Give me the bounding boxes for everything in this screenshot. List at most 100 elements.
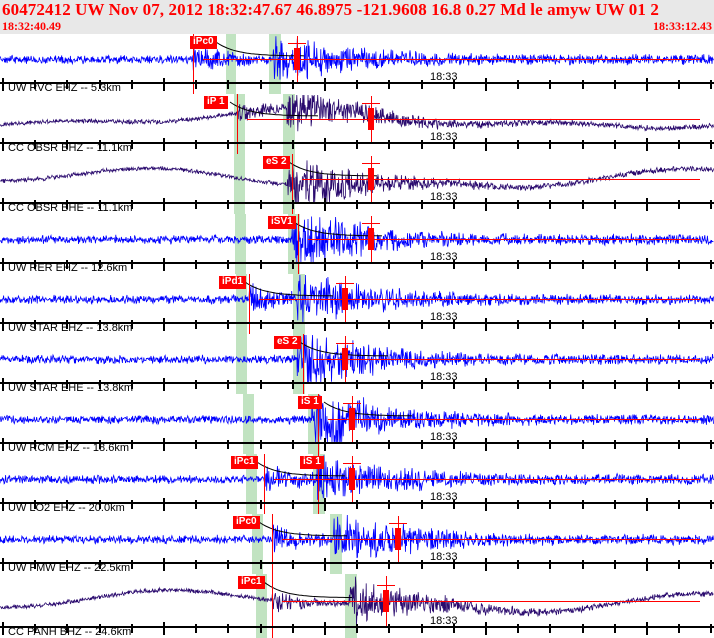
pick-label[interactable]: iSV1 <box>268 216 296 229</box>
axis-tick-minor <box>34 200 37 209</box>
amplitude-marker-baseline <box>333 358 371 360</box>
pick-marker-line[interactable] <box>303 334 304 394</box>
axis-tick-minor <box>581 380 584 389</box>
axis-tick-minor <box>678 440 681 449</box>
pick-label[interactable]: eS 2 <box>263 156 290 169</box>
axis-tick-minor <box>98 500 101 509</box>
axis-tick-major <box>646 258 648 271</box>
trace-panel[interactable]: iP 1 18:33 CC OBSR BHZ -- 11.1km <box>0 94 714 154</box>
axis-tick-minor <box>66 260 69 269</box>
axis-tick-minor <box>613 624 616 633</box>
axis-tick-minor <box>98 380 101 389</box>
pick-label[interactable]: iPc0 <box>233 516 260 529</box>
axis-tick-minor <box>517 320 520 329</box>
trace-panel[interactable]: iPc0 18:33 UW RVC EHZ -- 5.3km <box>0 34 714 94</box>
axis-tick-minor <box>66 440 69 449</box>
axis-tick-minor <box>710 380 713 389</box>
axis-tick-minor <box>710 200 713 209</box>
pick-marker-line[interactable] <box>292 154 293 214</box>
amplitude-marker-baseline <box>386 538 424 540</box>
pick-label[interactable]: iPc0 <box>190 36 217 49</box>
pick-label[interactable]: iPc1 <box>231 456 258 469</box>
coda-decay-curve <box>215 41 305 57</box>
axis-tick-minor <box>34 320 37 329</box>
pick-marker-line[interactable] <box>264 454 265 514</box>
axis-tick-minor <box>613 560 616 569</box>
axis-tick-minor <box>388 80 391 89</box>
trace-panel[interactable]: eS 2 18:33 CC OBSR BHE -- 11.1km <box>0 154 714 214</box>
axis-tick-minor <box>452 624 455 633</box>
axis-tick-minor <box>549 140 552 149</box>
arrival-window-band <box>252 514 263 574</box>
channel-label: UW LO2 EHZ -- 20.0km <box>8 502 125 514</box>
axis-tick-minor <box>195 140 198 149</box>
axis-tick-major <box>324 438 326 451</box>
trace-panel[interactable]: iPc0 18:33 UW FMW EHZ -- 22.5km <box>0 514 714 574</box>
axis-tick-minor <box>549 260 552 269</box>
channel-label: CC OBSR BHZ -- 11.1km <box>8 142 132 154</box>
pick-marker-line[interactable] <box>318 454 319 514</box>
axis-time-label: 18:33 <box>430 71 458 83</box>
pick-label[interactable]: iS 1 <box>300 456 324 469</box>
axis-tick-minor <box>34 560 37 569</box>
trace-list: iPc0 18:33 UW RVC EHZ -- 5.3km iP 1 18:33 CC … <box>0 34 714 638</box>
channel-label: CC PANH BHZ -- 24.6km <box>8 626 132 638</box>
pick-marker-line[interactable] <box>318 394 319 454</box>
axis-tick-major <box>2 622 4 635</box>
pick-marker-line[interactable] <box>249 274 250 334</box>
pick-marker-line[interactable] <box>193 34 194 94</box>
pick-label[interactable]: eS 2 <box>274 336 301 349</box>
axis-tick-minor <box>34 440 37 449</box>
arrival-window-band <box>256 574 267 638</box>
axis-tick-minor <box>195 440 198 449</box>
trace-panel[interactable]: eS 2 18:33 UW STAR EHE -- 13.8km <box>0 334 714 394</box>
axis-tick-minor <box>388 320 391 329</box>
event-header-title: 60472412 UW Nov 07, 2012 18:32:47.67 46.… <box>2 0 659 19</box>
pick-label[interactable]: iPd1 <box>219 276 247 289</box>
axis-tick-minor <box>678 200 681 209</box>
arrival-window-band <box>234 154 245 214</box>
pick-label[interactable]: iP 1 <box>204 96 228 109</box>
axis-tick-minor <box>613 320 616 329</box>
pick-marker-line[interactable] <box>298 214 299 274</box>
axis-tick-major <box>646 622 648 635</box>
axis-tick-minor <box>710 260 713 269</box>
trace-panel[interactable]: iSV1 18:33 UW RER EHZ -- 12.6km <box>0 214 714 274</box>
amplitude-marker-tick <box>336 282 354 284</box>
axis-time-label: 18:33 <box>430 311 458 323</box>
axis-tick-minor <box>710 80 713 89</box>
axis-tick-minor <box>678 140 681 149</box>
axis-tick-major <box>485 378 487 391</box>
arrival-window-band <box>226 34 236 94</box>
axis-tick-minor <box>195 80 198 89</box>
axis-tick-minor <box>259 560 262 569</box>
axis-tick-minor <box>581 80 584 89</box>
trace-panel[interactable]: iPd1 18:33 UW STAR EHZ -- 13.8km <box>0 274 714 334</box>
arrival-window-band <box>293 274 305 334</box>
trace-panel[interactable]: iPc1 iS 1 18:33 UW LO2 EHZ -- 20.0km <box>0 454 714 514</box>
channel-label: UW RVC EHZ -- 5.3km <box>8 82 121 94</box>
pick-label[interactable]: iS 1 <box>298 396 322 409</box>
pick-label[interactable]: iPc1 <box>238 576 265 589</box>
pick-marker-line[interactable] <box>272 514 273 574</box>
axis-tick-major <box>485 438 487 451</box>
axis-tick-minor <box>227 560 230 569</box>
pick-marker-line[interactable] <box>237 94 238 154</box>
trace-panel[interactable]: iPc1 18:33 CC PANH BHZ -- 24.6km <box>0 574 714 638</box>
axis-tick-minor <box>581 320 584 329</box>
trace-panel[interactable]: iS 1 18:33 UW RCM EHZ -- 18.6km <box>0 394 714 454</box>
axis-tick-major <box>485 318 487 331</box>
axis-tick-major <box>646 498 648 511</box>
axis-tick-major <box>646 138 648 151</box>
axis-tick-minor <box>517 560 520 569</box>
axis-tick-major <box>485 258 487 271</box>
axis-tick-minor <box>517 80 520 89</box>
waveform <box>0 514 714 559</box>
axis-tick-major <box>485 138 487 151</box>
axis-tick-major <box>646 558 648 571</box>
axis-tick-minor <box>613 200 616 209</box>
axis-tick-major <box>324 318 326 331</box>
axis-tick-minor <box>710 320 713 329</box>
pick-marker-line[interactable] <box>272 574 273 638</box>
axis-tick-minor <box>452 380 455 389</box>
